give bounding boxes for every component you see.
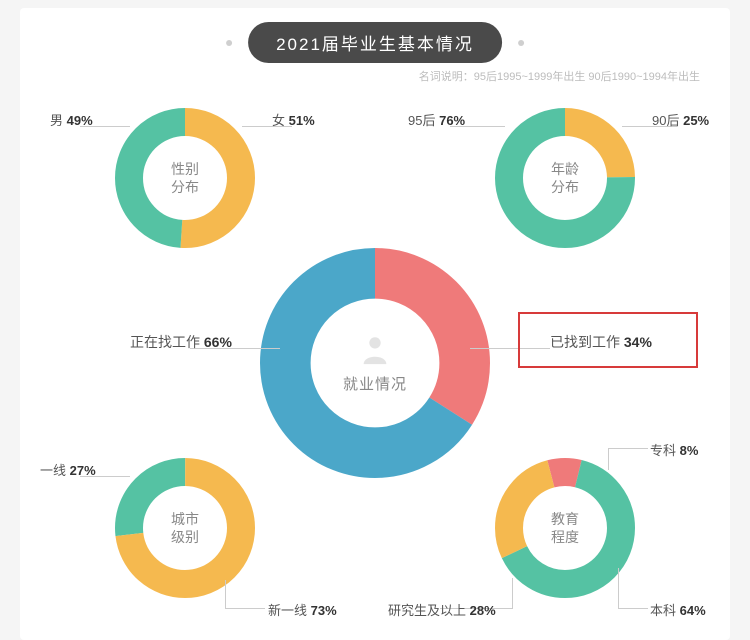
- city-label-newtier1: 新一线 73%: [268, 600, 337, 619]
- donut-city: 城市 级别: [115, 458, 255, 598]
- edu-label-benke: 本科 64%: [650, 600, 706, 619]
- gender-label-male: 男 49%: [50, 110, 93, 129]
- person-icon: [358, 333, 392, 367]
- city-label-tier1: 一线 27%: [40, 460, 96, 479]
- leader-line: [225, 608, 265, 609]
- leader-line: [608, 448, 609, 470]
- main-title-text: 2021届毕业生基本情况: [276, 35, 474, 54]
- leader-line: [608, 448, 648, 449]
- edu-label-zhuanke: 专科 8%: [650, 440, 698, 459]
- edu-label-yanjiu: 研究生及以上 28%: [388, 600, 496, 619]
- infographic-card: 2021届毕业生基本情况 名词说明：95后1995~1999年出生 90后199…: [20, 8, 730, 640]
- donut-age: 年龄 分布: [495, 108, 635, 248]
- donut-gender-title: 性别 分布: [115, 108, 255, 248]
- leader-line: [512, 578, 513, 608]
- donut-employment-title: 就业情况: [343, 373, 407, 394]
- employment-label-searching: 正在找工作 66%: [130, 332, 232, 352]
- donut-employment-center: 就业情况: [260, 248, 490, 478]
- age-label-90: 90后 25%: [652, 110, 709, 129]
- leader-line: [618, 608, 648, 609]
- leader-line: [618, 568, 619, 608]
- main-title-pill: 2021届毕业生基本情况: [248, 22, 502, 63]
- subtitle-text: 名词说明：95后1995~1999年出生 90后1990~1994年出生: [419, 68, 700, 84]
- highlight-rectangle: [518, 312, 698, 368]
- donut-education: 教育 程度: [495, 458, 635, 598]
- age-label-95: 95后 76%: [408, 110, 465, 129]
- gender-label-female: 女 51%: [272, 110, 315, 129]
- donut-education-title: 教育 程度: [495, 458, 635, 598]
- leader-line: [225, 580, 226, 608]
- donut-city-title: 城市 级别: [115, 458, 255, 598]
- donut-age-title: 年龄 分布: [495, 108, 635, 248]
- donut-gender: 性别 分布: [115, 108, 255, 248]
- donut-employment: 就业情况: [260, 248, 490, 478]
